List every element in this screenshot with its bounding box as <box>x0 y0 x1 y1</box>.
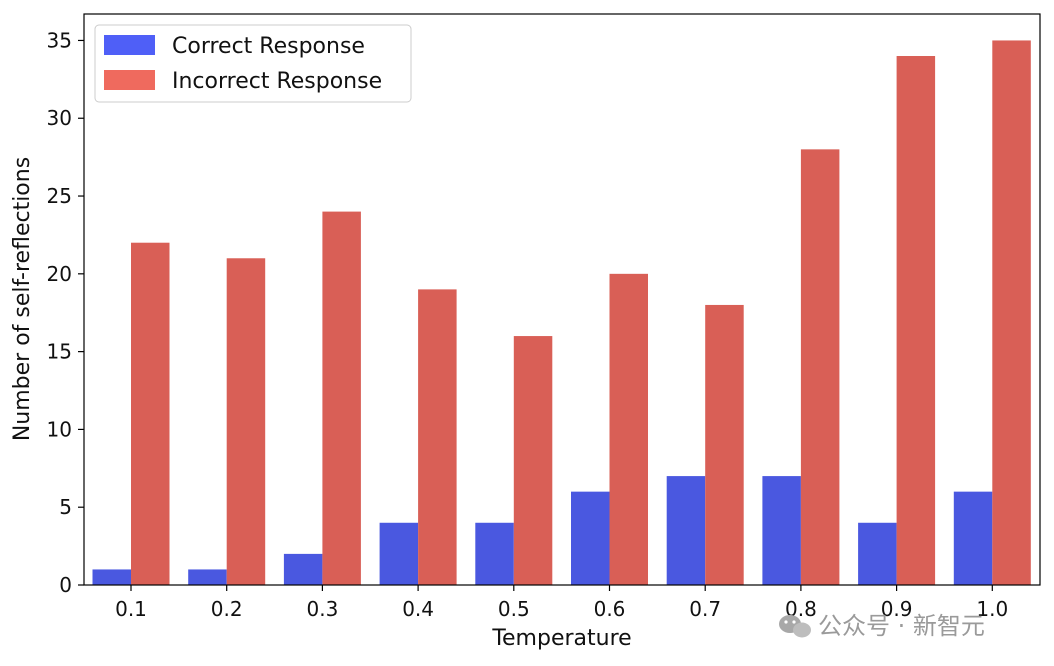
y-tick-label: 15 <box>47 340 72 364</box>
x-tick-label: 1.0 <box>976 597 1008 621</box>
bar-correct-0.5 <box>475 522 514 585</box>
bar-incorrect-0.7 <box>705 304 744 585</box>
x-tick-label: 0.3 <box>306 597 338 621</box>
legend-swatch-incorrect <box>104 70 155 90</box>
bar-incorrect-0.5 <box>513 336 553 585</box>
bar-incorrect-0.1 <box>131 242 170 585</box>
bars <box>92 40 1031 586</box>
y-tick-label: 0 <box>59 573 72 597</box>
x-tick-label: 0.7 <box>689 597 721 621</box>
y-tick-label: 30 <box>47 106 72 130</box>
bar-correct-0.4 <box>379 522 419 585</box>
y-axis-label: Number of self-reflections <box>10 157 35 441</box>
x-axis-label: Temperature <box>491 626 631 651</box>
x-axis: 0.1 0.2 0.3 0.4 0.5 0.6 0.7 0.8 0.9 1.0 <box>115 585 1008 621</box>
bar-incorrect-0.4 <box>418 289 457 585</box>
bar-incorrect-0.2 <box>226 258 266 585</box>
bar-incorrect-0.3 <box>322 211 361 586</box>
legend-box <box>94 24 412 103</box>
y-tick-label: 5 <box>59 495 72 519</box>
watermark: 公众号 · 新智元 <box>779 612 985 640</box>
bar-correct-0.8 <box>762 476 801 585</box>
x-tick-label: 0.4 <box>402 597 434 621</box>
watermark-text: 公众号 · 新智元 <box>818 612 985 640</box>
bar-incorrect-1.0 <box>992 40 1031 586</box>
bar-incorrect-0.6 <box>609 273 648 585</box>
legend: Correct Response Incorrect Response <box>94 24 412 103</box>
y-axis: 0 5 10 15 20 25 30 35 <box>47 28 84 597</box>
wechat-icon <box>779 615 811 638</box>
x-tick-label: 0.5 <box>498 597 530 621</box>
bar-incorrect-0.9 <box>896 56 936 585</box>
y-tick-label: 20 <box>47 262 72 286</box>
bar-correct-0.3 <box>283 553 323 585</box>
x-tick-label: 0.1 <box>115 597 147 621</box>
x-tick-label: 0.2 <box>211 597 243 621</box>
bar-correct-0.2 <box>188 569 227 585</box>
legend-label-correct: Correct Response <box>172 34 365 59</box>
plot-frame <box>83 13 1041 586</box>
bar-correct-0.9 <box>858 522 897 585</box>
y-tick-label: 35 <box>47 28 72 52</box>
legend-swatch-correct <box>104 35 155 55</box>
legend-label-incorrect: Incorrect Response <box>172 69 382 94</box>
bar-correct-0.7 <box>666 476 706 585</box>
bar-correct-0.6 <box>571 491 610 585</box>
bar-correct-0.1 <box>92 569 131 585</box>
y-tick-label: 25 <box>47 184 72 208</box>
x-tick-label: 0.9 <box>881 597 913 621</box>
x-tick-label: 0.6 <box>594 597 626 621</box>
y-tick-label: 10 <box>47 417 72 441</box>
bar-correct-1.0 <box>953 491 993 585</box>
bar-incorrect-0.8 <box>800 149 840 585</box>
